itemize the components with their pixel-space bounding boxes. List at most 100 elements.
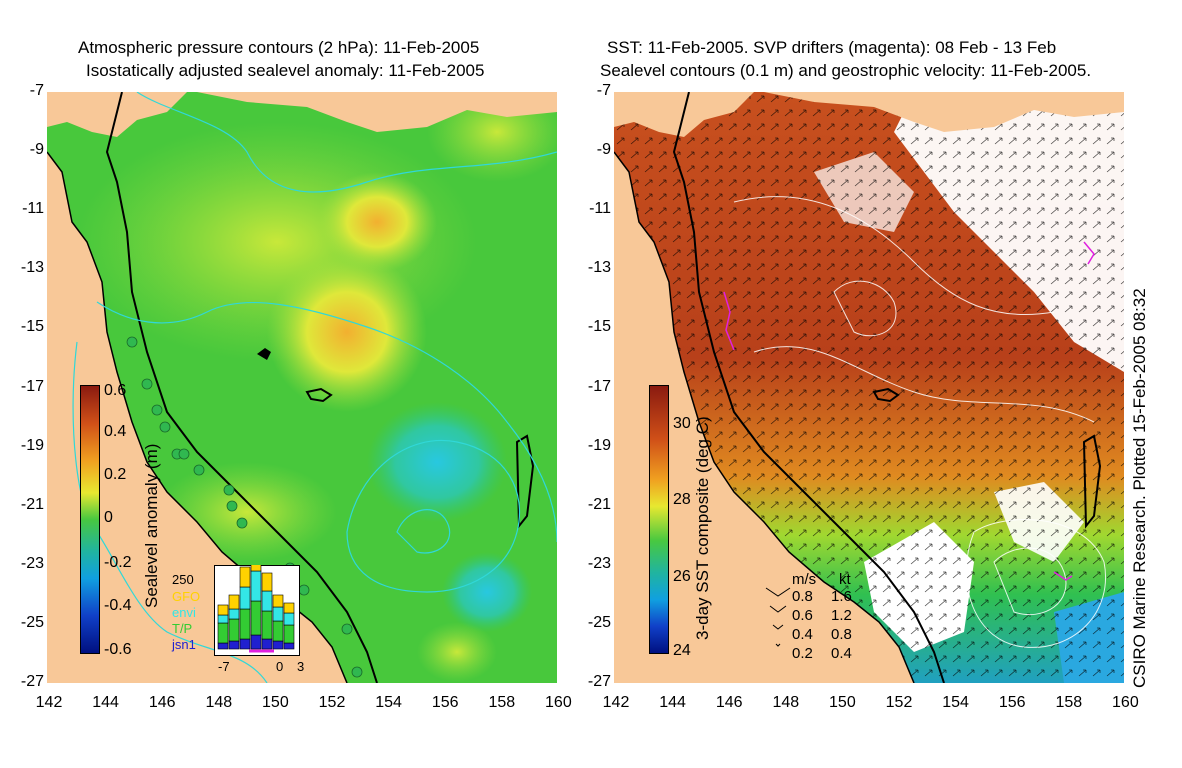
- left-y-tick: -13: [20, 259, 44, 277]
- histogram-bar-segment: [261, 638, 273, 650]
- left-colorbar-tick: -0.4: [104, 597, 132, 614]
- data-coverage-histogram: [214, 565, 300, 656]
- histogram-bar-segment: [228, 640, 240, 650]
- right-y-tick: -13: [587, 259, 611, 277]
- histogram-bar-segment: [283, 624, 295, 644]
- left-y-tick: -11: [22, 200, 44, 218]
- left-y-tick: -7: [29, 82, 44, 99]
- velocity-key-ms: 0.6: [792, 607, 813, 624]
- left-x-tick: 152: [318, 694, 346, 711]
- sealevel-colorbar-label: Sealevel anomaly (m): [142, 443, 161, 608]
- histogram-bar-segment: [250, 600, 262, 636]
- velocity-key-ms-header: m/s: [792, 571, 817, 588]
- left-y-tick: -19: [20, 436, 44, 454]
- left-x-tick: 144: [92, 694, 119, 711]
- histogram-bar-segment: [272, 594, 284, 608]
- right-y-tick: -17: [587, 377, 611, 395]
- right-colorbar-tick: 26: [673, 568, 691, 585]
- right-y-tick: -21: [587, 495, 611, 513]
- histogram-bar-segment: [250, 565, 262, 572]
- right-y-tick: -23: [587, 554, 611, 572]
- right-colorbar-tick: 30: [673, 415, 691, 432]
- left-x-tick: 150: [262, 694, 289, 711]
- histogram-bar-segment: [250, 634, 262, 650]
- inset-legend-gfo: GFO: [172, 589, 201, 604]
- histogram-bar-segment: [261, 590, 273, 612]
- inset-count: 250: [172, 572, 194, 587]
- sealevel-map-graphic: [47, 92, 557, 683]
- right-x-tick: 154: [942, 694, 969, 711]
- sealevel-anomaly-map: [47, 92, 557, 683]
- credit-text: CSIRO Marine Research. Plotted 15-Feb-20…: [1130, 288, 1149, 688]
- histogram-bar-segment: [217, 614, 229, 624]
- histogram-bar-segment: [228, 608, 240, 620]
- inset-legend-envi: envi: [172, 605, 196, 620]
- velocity-key-ms: 0.8: [792, 588, 813, 605]
- histogram-bar-segment: [272, 606, 284, 622]
- histogram-bar-segment: [228, 594, 240, 610]
- left-x-tick: 160: [545, 694, 572, 711]
- left-colorbar-tick: 0.4: [104, 423, 127, 440]
- histogram-bar-segment: [261, 610, 273, 640]
- left-y-tick: -21: [20, 495, 44, 513]
- sealevel-colorbar: [80, 385, 100, 654]
- right-colorbar-tick: 24: [673, 642, 691, 659]
- histogram-bar-segment: [239, 586, 251, 610]
- velocity-key-ms: 0.2: [792, 645, 813, 662]
- histogram-bar-segment: [272, 640, 284, 650]
- left-colorbar-tick: 0: [104, 509, 113, 526]
- right-x-tick: 142: [602, 694, 630, 711]
- right-title-line1: SST: 11-Feb-2005. SVP drifters (magenta)…: [607, 38, 1057, 57]
- left-y-tick: -27: [20, 673, 44, 690]
- right-x-tick: 152: [885, 694, 913, 711]
- inset-legend-tp: T/P: [172, 621, 193, 636]
- sst-colorbar: [649, 385, 669, 654]
- histogram-bar-segment: [228, 618, 240, 642]
- right-colorbar-tick: 28: [673, 491, 691, 508]
- right-y-tick: -19: [587, 436, 611, 454]
- right-y-tick: -9: [596, 141, 611, 159]
- velocity-key-ms: 0.4: [792, 626, 813, 643]
- left-y-tick: -15: [20, 318, 44, 336]
- histogram-bar-segment: [283, 642, 295, 650]
- histogram-bar-segment: [239, 638, 251, 650]
- right-y-tick: -11: [589, 200, 611, 218]
- left-title-line1: Atmospheric pressure contours (2 hPa): 1…: [78, 38, 480, 57]
- velocity-key-arrows: [765, 587, 791, 647]
- velocity-key-kt: 0.8: [831, 626, 852, 643]
- right-x-tick: 158: [1055, 694, 1083, 711]
- histogram-bar-segment: [283, 602, 295, 614]
- histogram-bar-segment: [283, 612, 295, 626]
- histogram-bar-segment: [217, 604, 229, 616]
- left-y-tick: -23: [20, 554, 44, 572]
- histogram-bar-segment: [272, 620, 284, 642]
- left-x-tick: 154: [375, 694, 402, 711]
- histogram-bar-segment: [239, 608, 251, 640]
- velocity-key-kt: 1.2: [831, 607, 852, 624]
- right-y-tick: -27: [587, 673, 611, 690]
- right-x-tick: 148: [772, 694, 800, 711]
- sst-map: [614, 92, 1124, 683]
- left-title-line2: Isostatically adjusted sealevel anomaly:…: [86, 61, 485, 80]
- inset-x-tick: 0: [276, 659, 284, 674]
- left-y-tick: -25: [20, 613, 44, 631]
- left-x-tick: 148: [205, 694, 233, 711]
- histogram-bar-segment: [217, 642, 229, 650]
- sst-map-graphic: [614, 92, 1124, 683]
- velocity-key-kt: 1.6: [831, 588, 852, 605]
- velocity-key-kt: 0.4: [831, 645, 852, 662]
- right-y-tick: -7: [596, 82, 611, 99]
- left-colorbar-tick: 0.2: [104, 466, 127, 483]
- sst-colorbar-label: 3-day SST composite (deg C): [693, 416, 712, 640]
- histogram-bar-segment: [217, 622, 229, 644]
- histogram-bar-segment: [261, 572, 273, 592]
- left-x-tick: 156: [431, 694, 459, 711]
- right-x-tick: 146: [715, 694, 743, 711]
- inset-legend-jsn1: jsn1: [172, 637, 196, 652]
- inset-x-tick: -7: [218, 659, 230, 674]
- left-colorbar-tick: -0.6: [104, 641, 132, 658]
- histogram-bar-segment: [239, 566, 251, 588]
- right-x-tick: 160: [1112, 694, 1139, 711]
- left-colorbar-tick: -0.2: [104, 554, 132, 571]
- left-y-tick: -17: [20, 377, 44, 395]
